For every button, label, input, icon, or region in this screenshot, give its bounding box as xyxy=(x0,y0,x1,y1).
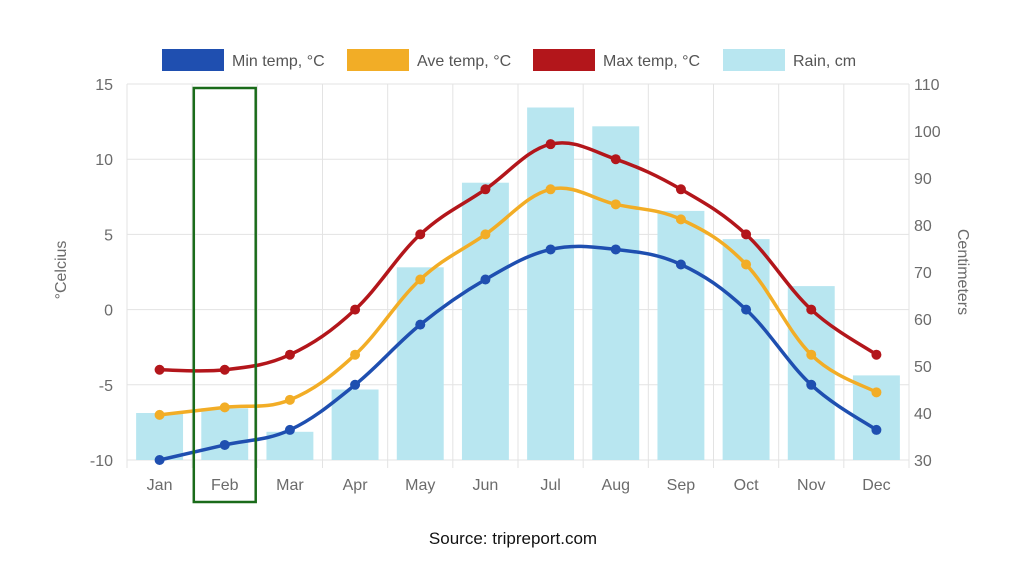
rain-bar-jan xyxy=(136,413,184,460)
legend-label-min-temp: Min temp, °C xyxy=(232,53,325,70)
ave-temp-point-feb xyxy=(219,402,230,413)
right-tick-label: 110 xyxy=(914,77,940,94)
rain-bar-jul xyxy=(527,107,575,460)
max-temp-point-jun xyxy=(480,184,491,195)
min-temp-point-feb xyxy=(219,439,230,450)
left-tick-label: -10 xyxy=(90,453,113,470)
ave-temp-point-sep xyxy=(675,214,686,225)
left-axis-title: °Celcius xyxy=(53,241,70,300)
max-temp-point-oct xyxy=(741,229,752,240)
legend-label-max-temp: Max temp, °C xyxy=(603,53,700,70)
right-tick-label: 40 xyxy=(914,406,932,423)
legend-swatch-max-temp xyxy=(533,49,595,71)
legend-item-min-temp[interactable]: Min temp, °C xyxy=(162,49,325,71)
legend-swatch-rain xyxy=(723,49,785,71)
rain-bar-sep xyxy=(657,210,705,460)
max-temp-point-feb xyxy=(219,364,230,375)
max-temp-point-dec xyxy=(871,349,882,360)
left-tick-label: -5 xyxy=(99,378,113,395)
x-tick-label-mar: Mar xyxy=(276,477,304,494)
max-temp-point-nov xyxy=(806,304,817,315)
ave-temp-point-aug xyxy=(610,199,621,210)
ave-temp-point-jan xyxy=(154,409,165,420)
max-temp-point-mar xyxy=(284,349,295,360)
x-tick-label-dec: Dec xyxy=(862,477,890,494)
ave-temp-point-jul xyxy=(545,184,556,195)
rain-bar-apr xyxy=(331,389,379,460)
min-temp-point-sep xyxy=(675,259,686,270)
max-temp-point-sep xyxy=(675,184,686,195)
legend-item-max-temp[interactable]: Max temp, °C xyxy=(533,49,700,71)
ave-temp-point-nov xyxy=(806,349,817,360)
grid-lines xyxy=(126,83,910,468)
x-tick-label-jun: Jun xyxy=(473,477,499,494)
max-temp-point-aug xyxy=(610,154,621,165)
legend-item-ave-temp[interactable]: Ave temp, °C xyxy=(347,49,511,71)
x-tick-label-jan: Jan xyxy=(147,477,173,494)
right-tick-label: 90 xyxy=(914,171,932,188)
source-caption: Source: tripreport.com xyxy=(429,529,597,548)
x-tick-label-feb: Feb xyxy=(211,477,239,494)
min-temp-point-nov xyxy=(806,379,817,390)
left-tick-label: 0 xyxy=(104,303,113,320)
left-tick-label: 5 xyxy=(104,227,113,244)
ave-temp-point-dec xyxy=(871,387,882,398)
max-temp-point-jan xyxy=(154,364,165,375)
x-tick-label-nov: Nov xyxy=(797,477,825,494)
legend-item-rain[interactable]: Rain, cm xyxy=(723,49,856,71)
right-tick-label: 30 xyxy=(914,453,932,470)
min-temp-point-aug xyxy=(610,244,621,255)
min-temp-point-jul xyxy=(545,244,556,255)
min-temp-point-may xyxy=(415,319,426,330)
legend-swatch-ave-temp xyxy=(347,49,409,71)
rain-bars xyxy=(136,107,900,461)
min-temp-point-mar xyxy=(284,424,295,435)
legend-label-ave-temp: Ave temp, °C xyxy=(417,53,511,70)
x-tick-label-apr: Apr xyxy=(343,477,369,494)
right-tick-label: 50 xyxy=(914,359,932,376)
left-tick-label: 10 xyxy=(95,152,113,169)
min-temp-point-apr xyxy=(350,379,361,390)
right-tick-label: 100 xyxy=(914,124,941,141)
ave-temp-point-apr xyxy=(350,349,361,360)
legend-label-rain: Rain, cm xyxy=(793,53,856,70)
ave-temp-point-oct xyxy=(741,259,752,270)
rain-bar-feb xyxy=(201,408,249,460)
max-temp-point-jul xyxy=(545,139,556,150)
x-tick-label-may: May xyxy=(405,477,435,494)
right-tick-label: 80 xyxy=(914,218,932,235)
rain-bar-oct xyxy=(722,239,770,460)
x-tick-label-jul: Jul xyxy=(540,477,560,494)
temperature-points xyxy=(154,139,882,465)
rain-bar-nov xyxy=(787,286,835,460)
min-temp-point-jun xyxy=(480,274,491,285)
right-axis-title: Centimeters xyxy=(954,229,971,315)
x-tick-label-sep: Sep xyxy=(667,477,696,494)
right-tick-label: 60 xyxy=(914,312,932,329)
ave-temp-point-mar xyxy=(284,394,295,405)
rain-bar-aug xyxy=(592,126,640,461)
ave-temp-point-may xyxy=(415,274,426,285)
max-temp-point-apr xyxy=(350,304,361,315)
right-tick-label: 70 xyxy=(914,265,932,282)
legend[interactable]: Min temp, °C Ave temp, °C Max temp, °C Rain… xyxy=(162,49,856,71)
feb-highlight-box xyxy=(192,86,257,504)
min-temp-point-oct xyxy=(741,304,752,315)
legend-swatch-min-temp xyxy=(162,49,224,71)
ave-temp-point-jun xyxy=(480,229,491,240)
max-temp-point-may xyxy=(415,229,426,240)
x-tick-label-oct: Oct xyxy=(734,477,759,494)
rain-bar-jun xyxy=(461,182,509,460)
min-temp-point-dec xyxy=(871,424,882,435)
x-tick-label-aug: Aug xyxy=(602,477,630,494)
min-temp-point-jan xyxy=(154,455,165,465)
left-tick-label: 15 xyxy=(95,77,113,94)
rain-bar-may xyxy=(396,267,444,460)
